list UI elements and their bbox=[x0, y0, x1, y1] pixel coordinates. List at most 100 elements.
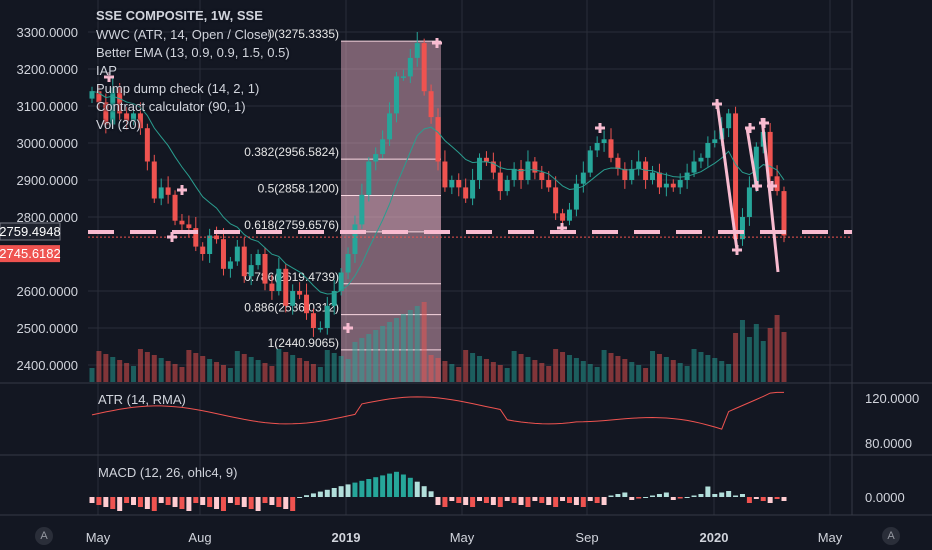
ema-line bbox=[91, 90, 785, 295]
macd-histogram-bar bbox=[241, 497, 247, 507]
candle-body bbox=[89, 91, 95, 99]
indicator-volume[interactable]: Vol (20) bbox=[96, 117, 141, 132]
candle-body bbox=[144, 128, 150, 162]
volume-bar bbox=[89, 368, 95, 382]
macd-histogram-bar bbox=[442, 497, 448, 507]
level-price-label: 2759.4948 bbox=[0, 224, 61, 239]
last-price-box bbox=[0, 245, 60, 263]
candle-body bbox=[124, 113, 130, 121]
volume-bar bbox=[103, 354, 109, 382]
macd-histogram-bar bbox=[290, 497, 296, 511]
volume-bar bbox=[214, 362, 220, 382]
last-price-label: 2745.6182 bbox=[0, 246, 61, 261]
macd-histogram-bar bbox=[304, 495, 310, 497]
macd-histogram-bar bbox=[636, 497, 642, 499]
indicator-wwc[interactable]: WWC (ATR, 14, Open / Close) bbox=[96, 27, 273, 42]
atr-axis-label: 80.0000 bbox=[865, 436, 912, 451]
volume-bar bbox=[760, 341, 766, 382]
volume-bar bbox=[504, 368, 510, 382]
macd-histogram-bar bbox=[407, 477, 413, 497]
candle-body bbox=[546, 180, 552, 188]
indicator-iap[interactable]: IAP bbox=[96, 63, 117, 78]
macd-histogram-bar bbox=[89, 497, 95, 503]
indicator-better-ema[interactable]: Better EMA (13, 0.9, 0.9, 1.5, 0.5) bbox=[96, 45, 290, 60]
auto-scale-icon[interactable]: A bbox=[882, 527, 900, 545]
axes: 3300.0000 3200.0000 3100.0000 3000.0000 2900… bbox=[0, 25, 843, 545]
macd-histogram-bar bbox=[663, 492, 669, 497]
macd-histogram-bar bbox=[283, 497, 289, 509]
volume-bar bbox=[643, 368, 649, 382]
volume-bar bbox=[227, 368, 233, 382]
volume-bar bbox=[601, 350, 607, 382]
volume-bar bbox=[546, 366, 552, 382]
candle-body bbox=[165, 187, 171, 195]
volume-bar bbox=[373, 330, 379, 382]
volume-bar bbox=[407, 310, 413, 382]
macd-panel-label[interactable]: MACD (12, 26, ohlc4, 9) bbox=[98, 465, 238, 480]
fib-level-label: 0.886(2536.0312) bbox=[244, 301, 339, 315]
macd-histogram-bar bbox=[359, 480, 365, 497]
candlesticks bbox=[89, 32, 787, 337]
volume-bar bbox=[774, 315, 780, 382]
volume-bar bbox=[96, 351, 102, 382]
macd-histogram-bar bbox=[580, 497, 586, 507]
candle-body bbox=[158, 187, 164, 199]
macd-histogram-bar bbox=[553, 497, 559, 507]
candle-body bbox=[324, 305, 330, 328]
price-tick-label: 2400.0000 bbox=[17, 358, 78, 373]
candle-body bbox=[331, 291, 337, 306]
volume-bar bbox=[663, 357, 669, 382]
price-tick-label: 3000.0000 bbox=[17, 136, 78, 151]
macd-histogram-bar bbox=[393, 471, 399, 497]
candle-body bbox=[615, 157, 621, 169]
indicator-pump-dump[interactable]: Pump dump check (14, 2, 1) bbox=[96, 81, 260, 96]
volume-bar bbox=[345, 359, 351, 382]
volume-bar bbox=[276, 349, 282, 382]
volume-bar bbox=[477, 356, 483, 382]
volume-bar bbox=[414, 306, 420, 382]
fib-level-label: 0.618(2759.6576) bbox=[244, 218, 339, 232]
macd-histogram-bar bbox=[338, 486, 344, 497]
candle-body bbox=[179, 220, 185, 225]
macd-histogram-bar bbox=[705, 486, 711, 497]
macd-histogram-bar bbox=[525, 497, 531, 507]
atr-panel-label[interactable]: ATR (14, RMA) bbox=[98, 392, 186, 407]
volume-bars bbox=[89, 302, 787, 382]
candle-body bbox=[290, 291, 296, 306]
macd-histogram-bar bbox=[587, 497, 593, 501]
macd-histogram-bar bbox=[165, 497, 171, 505]
volume-bar bbox=[193, 353, 199, 382]
signal-line bbox=[715, 100, 739, 251]
macd-histogram-bar bbox=[449, 497, 455, 501]
candle-body bbox=[345, 254, 351, 273]
volume-bar bbox=[511, 351, 517, 382]
fib-level-label: 0.382(2956.5824) bbox=[244, 145, 339, 159]
volume-bar bbox=[110, 357, 116, 382]
macd-histogram-bar bbox=[172, 497, 178, 507]
price-tick-label: 2900.0000 bbox=[17, 173, 78, 188]
candle-body bbox=[393, 76, 399, 114]
candle-body bbox=[373, 154, 379, 162]
macd-histogram-bar bbox=[463, 497, 469, 505]
macd-histogram-bar bbox=[622, 492, 628, 497]
volume-bar bbox=[290, 355, 296, 382]
candle-body bbox=[497, 172, 503, 192]
macd-histogram-bar bbox=[421, 486, 427, 497]
volume-bar bbox=[719, 361, 725, 382]
macd-histogram-bar bbox=[656, 494, 662, 497]
volume-bar bbox=[269, 366, 275, 382]
volume-bar bbox=[255, 360, 261, 382]
macd-histogram-bar bbox=[608, 495, 614, 497]
macd-histogram-bar bbox=[387, 473, 393, 497]
candle-body bbox=[117, 87, 123, 114]
volume-bar bbox=[532, 360, 538, 382]
timezone-icon[interactable]: A bbox=[35, 527, 53, 545]
volume-bar bbox=[560, 352, 566, 382]
time-tick-label: May bbox=[86, 530, 111, 545]
macd-histogram-bar bbox=[594, 497, 600, 503]
candle-body bbox=[186, 224, 192, 229]
time-tick-label: 2019 bbox=[332, 530, 361, 545]
macd-histogram-bar bbox=[324, 489, 330, 497]
indicator-contract-calculator[interactable]: Contract calculator (90, 1) bbox=[96, 99, 246, 114]
volume-bar bbox=[165, 361, 171, 382]
